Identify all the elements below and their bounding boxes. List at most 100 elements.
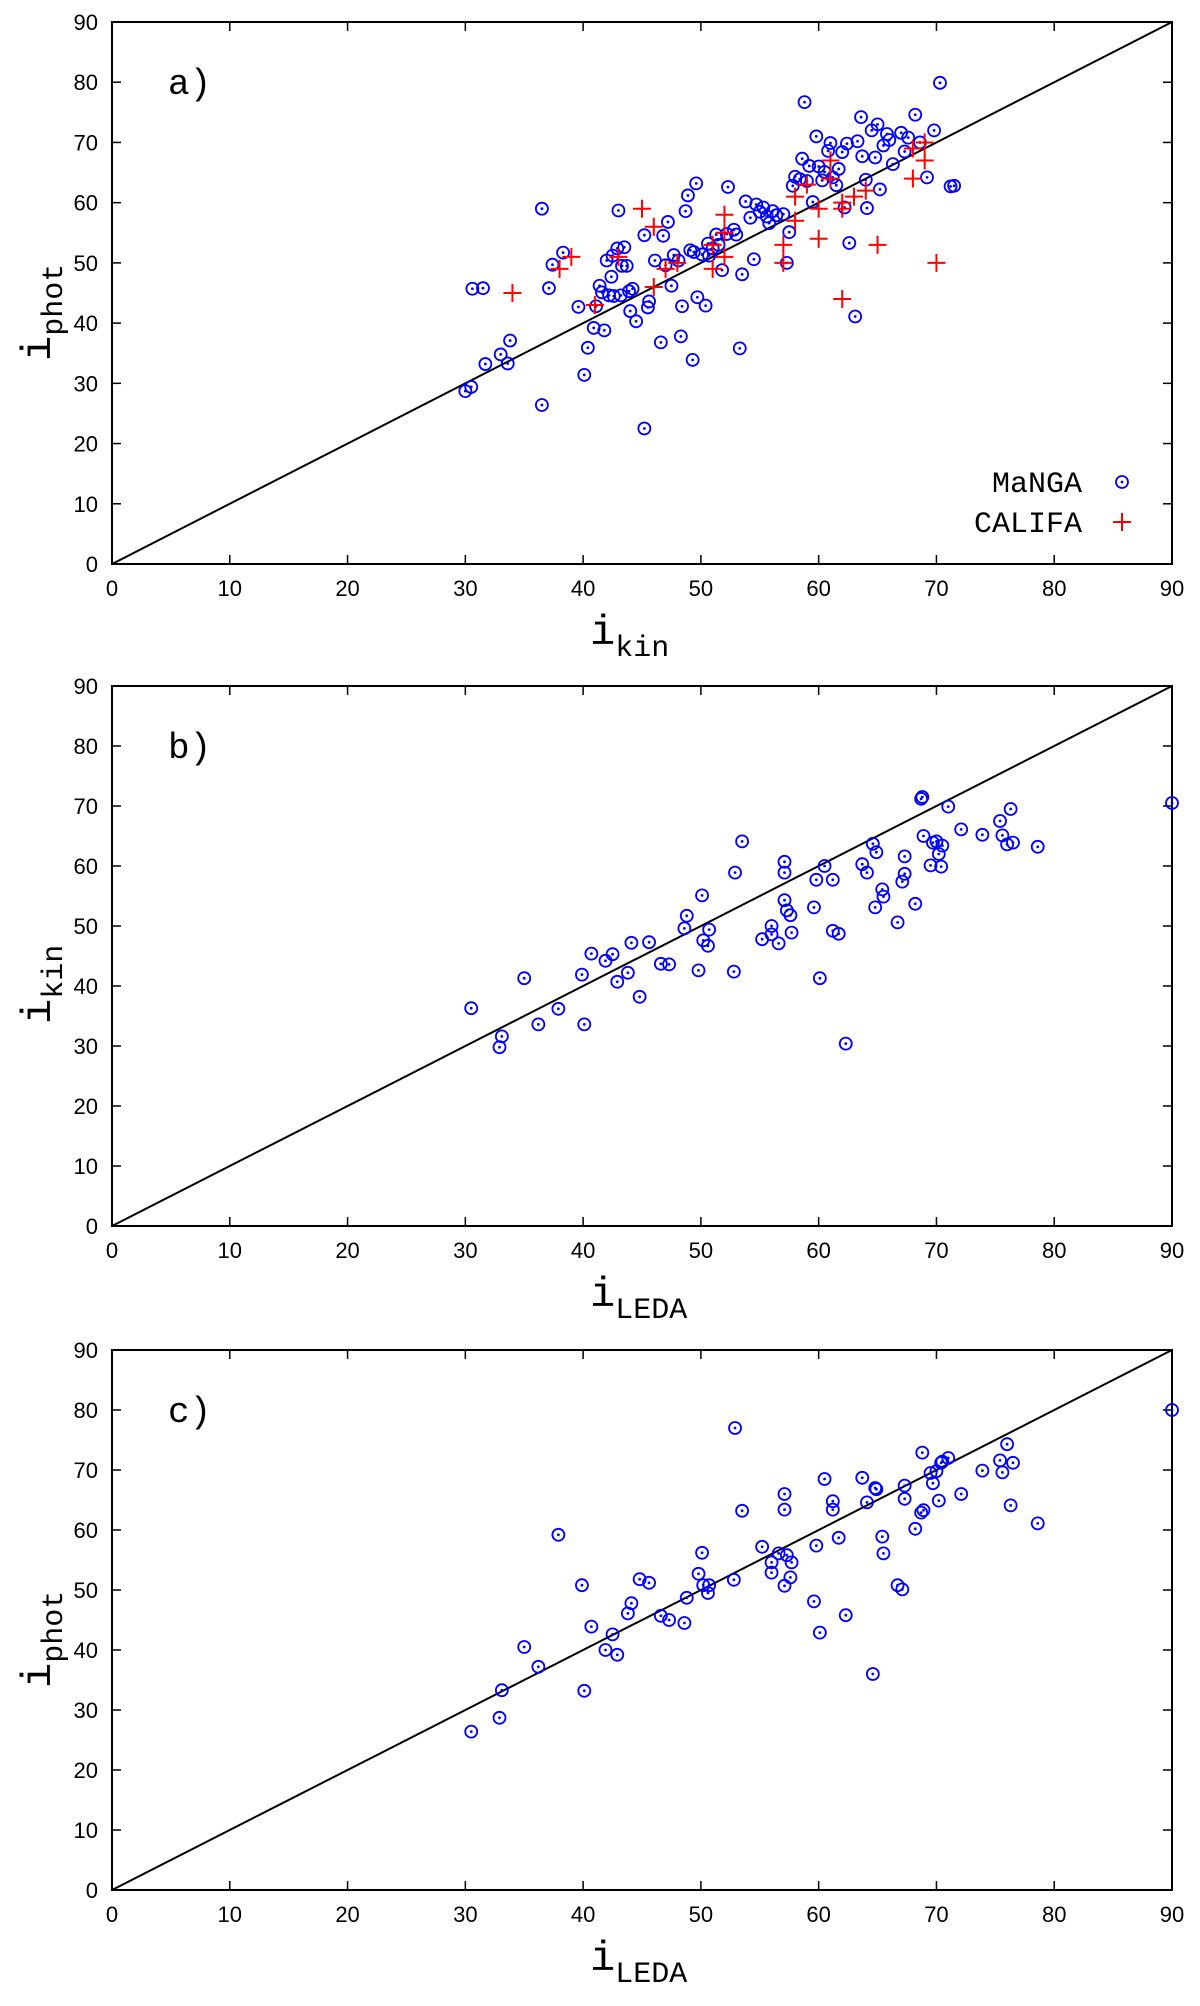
data-point	[464, 380, 479, 394]
data-point	[624, 935, 639, 950]
data-point	[882, 133, 897, 147]
data-point	[598, 1643, 613, 1657]
data-point	[868, 235, 887, 254]
data-point	[653, 335, 668, 350]
data-point	[777, 1502, 792, 1517]
data-point	[807, 900, 821, 915]
data-point	[632, 1572, 647, 1587]
x-tick-label: 80	[1042, 576, 1066, 601]
data-point	[901, 130, 916, 145]
data-point	[764, 1555, 779, 1570]
x-tick-label: 0	[106, 1902, 118, 1927]
data-point	[702, 248, 717, 263]
data-point	[821, 151, 840, 170]
data-point	[642, 294, 656, 309]
data-point	[817, 859, 832, 873]
data-point	[673, 329, 688, 344]
y-tick-label: 40	[74, 311, 98, 336]
x-tick-label: 30	[453, 1902, 477, 1927]
data-point	[771, 1546, 786, 1561]
data-point	[825, 872, 840, 887]
data-point	[777, 893, 792, 908]
y-tick-label: 10	[74, 492, 98, 517]
y-tick-label: 50	[74, 914, 98, 939]
data-point	[914, 1505, 929, 1520]
data-point	[701, 1586, 715, 1600]
y-tick-label: 50	[74, 251, 98, 276]
data-point	[755, 1539, 770, 1554]
data-point	[833, 199, 852, 218]
data-point	[860, 201, 874, 215]
data-point	[493, 347, 508, 362]
data-point	[865, 836, 880, 851]
data-point	[1000, 1437, 1015, 1452]
data-point	[927, 123, 941, 138]
data-point	[465, 281, 480, 296]
data-point	[809, 1538, 824, 1553]
data-point	[786, 211, 805, 230]
x-tick-label: 80	[1042, 1238, 1066, 1263]
data-point	[915, 790, 930, 804]
data-point	[786, 187, 805, 206]
data-point	[611, 203, 626, 218]
data-point	[715, 223, 734, 242]
data-point	[709, 227, 724, 242]
data-point	[821, 169, 840, 188]
data-point	[764, 927, 779, 942]
data-point	[897, 1478, 912, 1493]
data-point	[619, 258, 634, 273]
data-point	[848, 309, 863, 324]
data-point	[575, 1578, 589, 1593]
y-tick-label: 10	[74, 1818, 98, 1843]
data-point	[995, 1465, 1010, 1480]
y-tick-label: 30	[74, 1698, 98, 1723]
data-point	[1165, 796, 1179, 810]
data-point	[492, 1710, 507, 1725]
data-point	[729, 227, 744, 242]
y-tick-label: 50	[74, 1578, 98, 1603]
y-tick-label: 20	[74, 1094, 98, 1119]
legend-marker	[1113, 513, 1131, 531]
x-tick-label: 0	[106, 1238, 118, 1263]
data-point	[817, 1472, 832, 1486]
data-point	[1003, 1498, 1018, 1513]
data-point	[695, 1545, 709, 1560]
data-point	[677, 1616, 692, 1630]
data-point	[776, 207, 791, 222]
data-point	[702, 1578, 717, 1593]
data-point	[556, 245, 570, 260]
data-point	[715, 247, 734, 266]
x-tick-label: 90	[1160, 576, 1184, 601]
data-point	[809, 872, 824, 887]
data-point	[941, 1451, 956, 1465]
data-point	[691, 1566, 706, 1581]
data-point	[679, 1590, 694, 1605]
data-point	[1003, 802, 1018, 816]
data-point	[517, 971, 532, 986]
x-tick-label: 40	[571, 1238, 595, 1263]
data-point	[597, 323, 612, 338]
legend-marker	[1115, 475, 1129, 489]
data-point	[855, 149, 870, 164]
data-point	[633, 199, 651, 218]
data-point	[873, 182, 887, 197]
data-point	[856, 181, 875, 200]
data-point	[534, 201, 549, 216]
data-point	[500, 356, 515, 371]
data-point	[777, 1487, 792, 1501]
x-tick-label: 20	[335, 1238, 359, 1263]
x-tick-label: 0	[106, 576, 118, 601]
data-point	[876, 889, 891, 904]
y-tick-label: 90	[74, 674, 98, 699]
data-point	[735, 1503, 750, 1518]
data-point	[617, 240, 632, 255]
data-point	[686, 245, 701, 259]
x-tick-label: 10	[218, 576, 242, 601]
data-point	[620, 965, 635, 980]
y-tick-label: 30	[74, 1034, 98, 1059]
data-point	[821, 143, 835, 158]
y-tick-label: 90	[74, 1338, 98, 1363]
plot-frame	[111, 685, 1173, 1227]
x-axis-label-sub: LEDA	[615, 1294, 687, 1328]
plot-frame	[111, 1349, 1173, 1891]
